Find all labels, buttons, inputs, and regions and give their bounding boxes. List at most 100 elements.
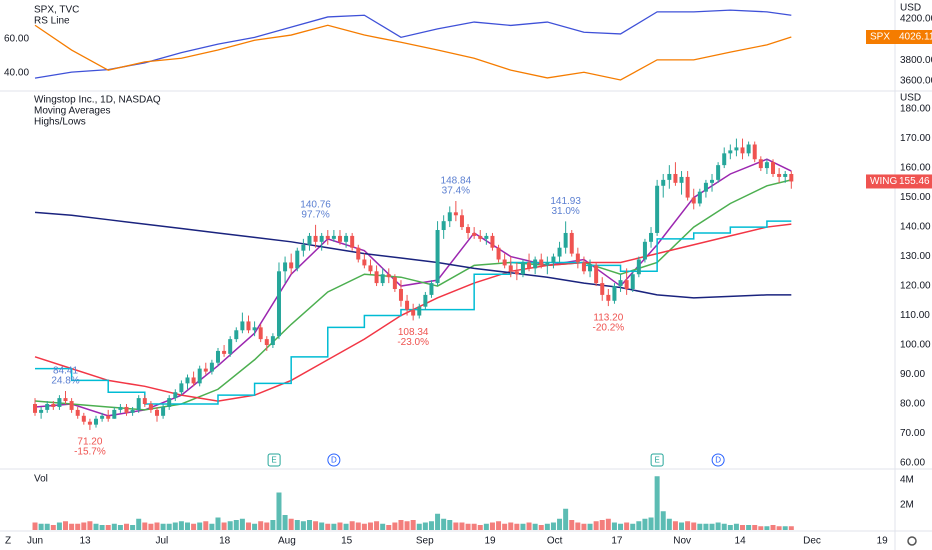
volume-bar	[38, 523, 44, 530]
zoom-icon[interactable]: Z	[5, 536, 11, 547]
volume-bar	[666, 518, 672, 530]
candle-body	[240, 321, 245, 331]
candle-body	[228, 339, 233, 354]
volume-bar	[441, 518, 447, 530]
candle-body	[594, 265, 599, 284]
event-icon	[650, 453, 664, 467]
volume-bar	[587, 523, 593, 530]
event-icon	[327, 453, 341, 467]
volume-bar	[642, 518, 648, 530]
volume-bar	[746, 525, 752, 530]
candle-body	[106, 415, 111, 419]
volume-bar	[654, 476, 660, 530]
candle-body	[130, 409, 135, 413]
volume-bar	[618, 523, 624, 530]
series-line	[34, 9, 792, 79]
volume-bar	[184, 522, 190, 530]
candle-body	[368, 265, 373, 272]
candle-body	[508, 265, 513, 272]
volume-bar	[172, 522, 178, 530]
volume-bar	[367, 522, 373, 530]
x-tick-label: 15	[341, 536, 353, 547]
candle-body	[380, 274, 385, 284]
annotation-change: 97.7%	[301, 209, 329, 220]
volume-bar	[136, 518, 142, 530]
y-tick-label: 80.00	[900, 399, 925, 410]
candle-body	[514, 271, 519, 275]
candle-body	[563, 232, 568, 248]
volume-bar	[99, 525, 105, 530]
volume-bar	[215, 517, 221, 530]
candle-body	[75, 409, 80, 416]
volume-bar	[544, 523, 550, 530]
candle-body	[319, 235, 324, 242]
volume-bar	[422, 522, 428, 530]
candle-body	[148, 404, 153, 410]
y-tick-label: 170.00	[900, 133, 931, 144]
volume-bar	[117, 525, 123, 530]
volume-bar	[410, 520, 416, 530]
volume-bar	[81, 522, 87, 530]
volume-bar	[416, 523, 422, 530]
candle-body	[642, 241, 647, 260]
candle-body	[673, 173, 678, 183]
volume-bar	[44, 523, 50, 530]
event-icon	[711, 453, 725, 467]
annotation-price: 84.41	[53, 366, 78, 377]
volume-bar	[483, 523, 489, 530]
volume-bar	[276, 492, 282, 530]
candle-body	[740, 147, 745, 154]
x-tick-label: 17	[611, 536, 623, 547]
candle-body	[691, 197, 696, 204]
candle-body	[777, 173, 782, 177]
y-tick-label: 140.00	[900, 222, 931, 233]
volume-bar	[258, 521, 264, 530]
volume-bar	[685, 521, 691, 530]
candle-body	[405, 300, 410, 310]
volume-bar	[294, 520, 300, 530]
candle-body	[661, 179, 666, 186]
volume-bar	[245, 522, 251, 530]
price-label-value: 4026.11	[899, 32, 932, 43]
candle-body	[453, 212, 458, 216]
volume-bar	[154, 522, 160, 530]
annotation-change: -20.2%	[592, 323, 624, 334]
volume-bar	[599, 520, 605, 530]
candle-body	[447, 212, 452, 222]
volume-bar	[679, 522, 685, 530]
volume-bar	[733, 523, 739, 530]
volume-bar	[349, 521, 355, 530]
candle-body	[94, 418, 99, 425]
candle-body	[234, 330, 239, 340]
volume-bar	[282, 515, 288, 530]
volume-bar	[709, 523, 715, 530]
candle-body	[63, 398, 68, 402]
volume-bar	[300, 521, 306, 530]
volume-bar	[93, 523, 99, 530]
volume-bar	[105, 525, 111, 530]
volume-bar	[355, 522, 361, 530]
candle-body	[551, 256, 556, 263]
volume-bar	[776, 526, 782, 530]
y2-unit: USD	[900, 3, 921, 14]
candle-body	[167, 398, 172, 407]
price-label-box	[866, 174, 932, 189]
event-label: E	[271, 456, 276, 465]
candle-body	[545, 262, 550, 266]
settings-icon[interactable]	[907, 536, 917, 546]
volume-bar	[428, 521, 434, 530]
volume-bar	[672, 521, 678, 530]
volume-bar	[624, 522, 630, 530]
candle-body	[459, 215, 464, 228]
volume-bar	[520, 523, 526, 530]
indicator-line	[35, 220, 792, 405]
volume-bar	[453, 522, 459, 530]
indicator-line	[34, 211, 792, 299]
candle-body	[728, 150, 733, 154]
volume-bar	[496, 521, 502, 530]
candle-body	[679, 176, 684, 183]
volume-bar	[752, 525, 758, 530]
candle-body	[289, 262, 294, 269]
candle-body	[203, 368, 208, 372]
x-tick-label: Jun	[27, 536, 43, 547]
